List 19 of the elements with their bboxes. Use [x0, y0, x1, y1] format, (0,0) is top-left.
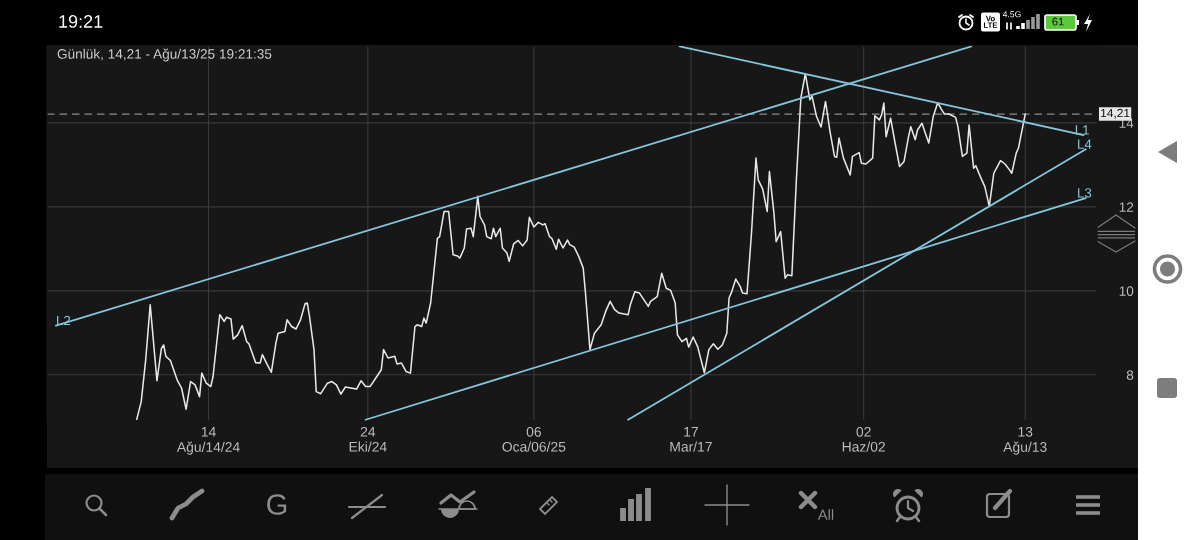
x-tick-label: 02 Haz/02 [842, 426, 885, 452]
series-label: L3 [1078, 188, 1092, 198]
text: 4.5G [1002, 11, 1021, 18]
x-tick-label: 06 Oca/06/25 [502, 426, 566, 452]
series-label: L4 [1078, 139, 1092, 149]
x-tick-label: 17 Mar/17 [670, 427, 712, 452]
text: G [267, 494, 287, 515]
y-tick-label: 12 [1119, 202, 1134, 212]
y-tick-label: 8 [1126, 370, 1134, 380]
text: All [817, 509, 834, 520]
text: 61 [1052, 17, 1064, 26]
x-tick-label: 24 Eki/24 [349, 426, 387, 452]
text: 19:21 [59, 15, 103, 28]
x-tick-label: 13 Ağu/13 [1003, 426, 1047, 455]
line-series [135, 72, 1026, 421]
y-tick-label: 10 [1119, 286, 1134, 296]
ref-line-label: 14,21 [1101, 108, 1130, 119]
chart-title: Günlük, 14,21 - Ağu/13/25 19:21:35 [57, 48, 272, 62]
x-tick-label: 14 Ağu/14/24 [176, 427, 240, 455]
